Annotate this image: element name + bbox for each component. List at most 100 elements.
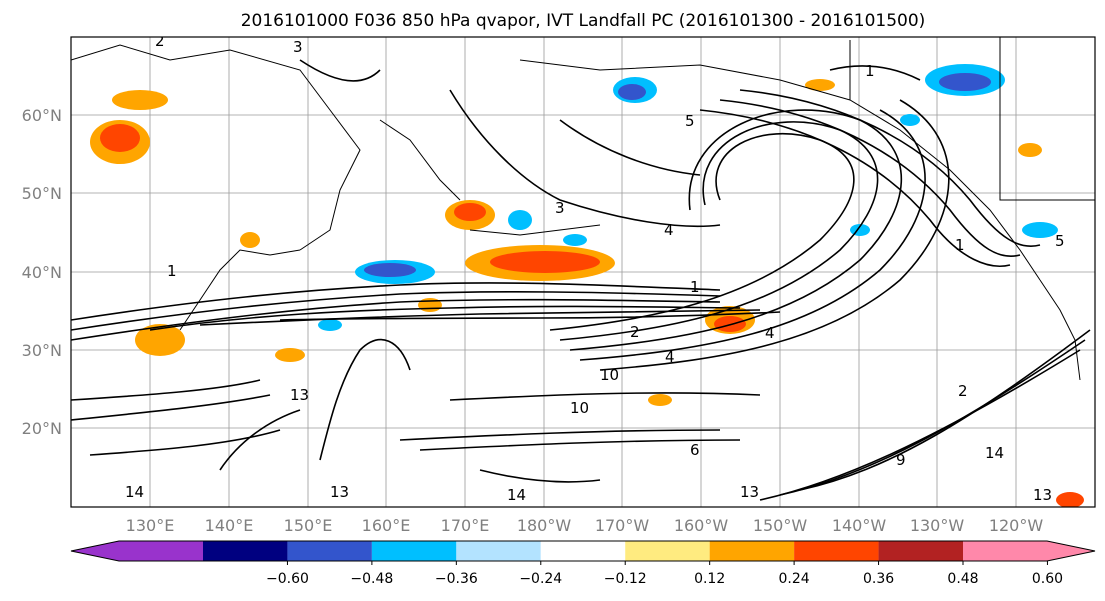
contour-label: 14 xyxy=(985,444,1004,462)
colorbar-tick-label: −0.48 xyxy=(350,571,393,587)
contour-label: 1 xyxy=(690,278,700,296)
colorbar-segment xyxy=(371,541,457,561)
contour-label: 13 xyxy=(1033,486,1052,504)
colorbar-tick-label: 0.60 xyxy=(1032,571,1063,587)
contour-line xyxy=(699,109,1011,267)
contour-line xyxy=(71,291,721,331)
anomaly-blob xyxy=(900,114,920,126)
anomaly-blob xyxy=(648,394,672,406)
colorbar-outline xyxy=(70,540,1096,562)
contour-label: 4 xyxy=(665,348,675,366)
contour-line xyxy=(449,392,761,401)
contour-line xyxy=(71,379,261,401)
lon-label: 160°W xyxy=(674,516,729,535)
contour-line xyxy=(799,329,1091,491)
latitude-labels: 60°N 50°N 40°N 30°N 20°N xyxy=(22,106,62,438)
coastline-kamchatka xyxy=(379,119,461,201)
colorbar-segment xyxy=(540,541,626,561)
contour-label: 10 xyxy=(600,366,619,384)
contour-line xyxy=(89,429,281,456)
coastline-china xyxy=(179,249,301,331)
contour-label: 2 xyxy=(958,382,968,400)
contour-label: 10 xyxy=(570,399,589,417)
contour-label: 5 xyxy=(685,112,695,130)
contour-line xyxy=(419,439,741,451)
contour-label: 14 xyxy=(125,483,144,501)
colorbar-tick-label: −0.36 xyxy=(435,571,478,587)
anomaly-blob xyxy=(275,348,305,362)
longitude-labels: 130°E 140°E 150°E 160°E 170°E 180°W 170°W 160°W… xyxy=(126,516,1044,535)
contour-line xyxy=(219,409,301,471)
colorbar-tick-label: 0.36 xyxy=(863,571,894,587)
contour-line xyxy=(559,121,879,341)
lat-label: 30°N xyxy=(22,341,62,360)
contour-line xyxy=(71,282,721,321)
lon-label: 140°E xyxy=(205,516,254,535)
contour-label: 9 xyxy=(896,451,906,469)
lat-label: 20°N xyxy=(22,419,62,438)
lon-label: 160°E xyxy=(362,516,411,535)
contour-label: 5 xyxy=(1055,232,1065,250)
ivt-contours xyxy=(71,59,1091,501)
contour-labels: 2 3 1 5 4 3 1 1 5 2 4 4 1 13 14 14 13 14… xyxy=(125,32,1065,504)
contour-line xyxy=(579,109,926,361)
coastline-alaska xyxy=(519,59,1041,281)
colorbar-tick-label: −0.24 xyxy=(519,571,562,587)
lon-label: 170°W xyxy=(595,516,650,535)
colorbar-tick-label: 0.12 xyxy=(694,571,725,587)
colorbar-segment xyxy=(287,541,372,561)
anomaly-blob xyxy=(240,232,260,248)
coastline-asia xyxy=(71,44,361,251)
contour-line xyxy=(71,298,721,341)
contour-label: 6 xyxy=(690,441,700,459)
lat-label: 60°N xyxy=(22,106,62,125)
lon-label: 170°E xyxy=(441,516,490,535)
lon-label: 150°W xyxy=(753,516,808,535)
contour-line xyxy=(569,109,903,351)
coastline-westcoast xyxy=(1039,279,1081,381)
anomaly-blob xyxy=(508,210,532,230)
anomaly-blob xyxy=(805,79,835,91)
qvapor-anomaly-shading xyxy=(90,64,1084,507)
contour-line xyxy=(399,429,721,441)
contour-label: 3 xyxy=(293,38,303,56)
contour-line xyxy=(449,89,721,228)
contour-line xyxy=(719,99,1021,257)
contour-line xyxy=(279,311,781,321)
lon-label: 180°W xyxy=(517,516,572,535)
lon-label: 120°W xyxy=(989,516,1044,535)
contour-label: 4 xyxy=(664,221,674,239)
lat-label: 40°N xyxy=(22,263,62,282)
colorbar-segment xyxy=(794,541,879,561)
contour-line xyxy=(299,59,381,82)
colorbar-segment xyxy=(963,541,1095,561)
colorbar-segment xyxy=(709,541,795,561)
colorbar-tick-label: 0.24 xyxy=(779,571,810,587)
anomaly-blob xyxy=(939,73,991,91)
colorbar-tick-label: −0.60 xyxy=(266,571,309,587)
contour-label: 1 xyxy=(955,236,965,254)
contour-label: 13 xyxy=(330,483,349,501)
contour-label: 3 xyxy=(555,199,565,217)
lat-label: 50°N xyxy=(22,184,62,203)
colorbar-segment xyxy=(203,541,288,561)
anomaly-blob xyxy=(112,90,168,110)
colorbar: −0.60 −0.48 −0.36 −0.24 −0.12 0.12 0.24 0.36 0.4… xyxy=(70,540,1096,587)
contour-label: 13 xyxy=(290,386,309,404)
colorbar-segment xyxy=(878,541,963,561)
contour-line xyxy=(149,305,741,331)
contour-line xyxy=(829,65,921,81)
contour-label: 2 xyxy=(155,32,165,50)
anomaly-blob xyxy=(454,203,486,221)
anomaly-blob xyxy=(1022,222,1058,238)
contour-label: 13 xyxy=(740,483,759,501)
contour-line xyxy=(479,469,601,483)
colorbar-segment xyxy=(625,541,710,561)
anomaly-blob xyxy=(1018,143,1042,157)
anomaly-blob xyxy=(364,263,416,277)
anomaly-blob xyxy=(318,319,342,331)
contour-line xyxy=(599,99,950,371)
border-canada xyxy=(999,37,1095,201)
lon-label: 130°W xyxy=(910,516,965,535)
